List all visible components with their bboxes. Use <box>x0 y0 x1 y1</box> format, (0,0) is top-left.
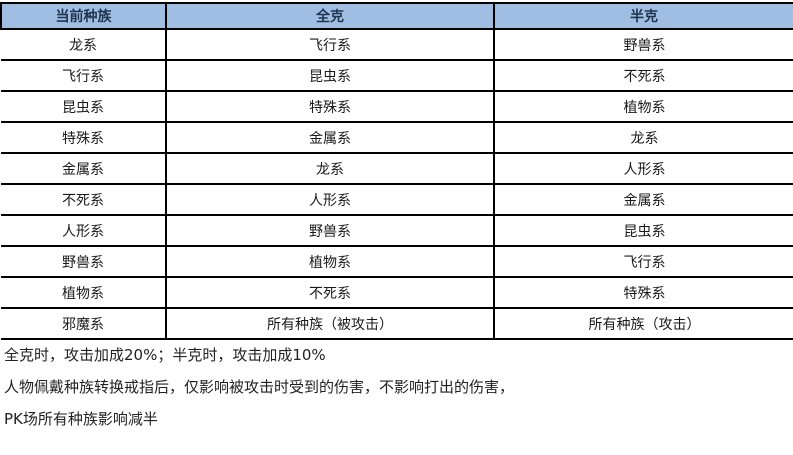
table-row: 人形系 野兽系 昆虫系 <box>1 214 793 247</box>
table-row: 特殊系 金属系 龙系 <box>1 121 793 154</box>
note-ring-effect: 人物佩戴种族转换戒指后，仅影响被攻击时受到的伤害，不影响打出的伤害， <box>4 378 515 396</box>
table-cell: 野兽系 <box>493 28 793 61</box>
table-row: 野兽系 植物系 飞行系 <box>1 245 793 278</box>
table-row: 不死系 人形系 金属系 <box>1 183 793 216</box>
table-cell: 金属系 <box>165 121 494 154</box>
table-cell: 昆虫系 <box>165 59 494 92</box>
table-cell: 昆虫系 <box>493 214 793 247</box>
table-cell: 人形系 <box>493 152 793 185</box>
table-cell: 野兽系 <box>165 214 494 247</box>
footnotes: 全克时，攻击加成20%；半克时，攻击加成10% 人物佩戴种族转换戒指后，仅影响被… <box>0 340 793 427</box>
table-row: 植物系 不死系 特殊系 <box>1 276 793 309</box>
table-cell: 昆虫系 <box>1 90 166 123</box>
table-row: 飞行系 昆虫系 不死系 <box>1 59 793 92</box>
note-attack-bonus: 全克时，攻击加成20%；半克时，攻击加成10% <box>4 346 326 364</box>
column-header-current-race: 当前种族 <box>0 2 167 30</box>
table-cell: 人形系 <box>1 214 166 247</box>
table-cell: 所有种族（攻击） <box>493 307 793 340</box>
table-cell: 飞行系 <box>1 59 166 92</box>
race-counter-table: 当前种族 全克 半克 龙系 飞行系 野兽系 飞行系 昆虫系 不死系 昆虫系 特殊系 植物系 特殊系… <box>0 2 793 340</box>
table-cell: 人形系 <box>165 183 494 216</box>
table-cell: 不死系 <box>165 276 494 309</box>
table-cell: 特殊系 <box>165 90 494 123</box>
table-cell: 所有种族（被攻击） <box>165 307 494 340</box>
table-cell: 野兽系 <box>1 245 166 278</box>
table-cell: 不死系 <box>1 183 166 216</box>
table-row: 邪魔系 所有种族（被攻击） 所有种族（攻击） <box>1 307 793 340</box>
table-cell: 金属系 <box>1 152 166 185</box>
table-cell: 植物系 <box>1 276 166 309</box>
table-cell: 不死系 <box>493 59 793 92</box>
table-row: 金属系 龙系 人形系 <box>1 152 793 185</box>
table-header-row: 当前种族 全克 半克 <box>0 2 793 30</box>
table-body: 龙系 飞行系 野兽系 飞行系 昆虫系 不死系 昆虫系 特殊系 植物系 特殊系 金属系 龙系 金属系 龙系人… <box>1 28 793 340</box>
table-cell: 龙系 <box>493 121 793 154</box>
column-header-full-counter: 全克 <box>165 2 495 30</box>
table-cell: 龙系 <box>1 28 166 61</box>
table-cell: 特殊系 <box>493 276 793 309</box>
table-cell: 邪魔系 <box>1 307 166 340</box>
table-row: 龙系 飞行系 野兽系 <box>1 28 793 61</box>
table-cell: 植物系 <box>165 245 494 278</box>
table-row: 昆虫系 特殊系 植物系 <box>1 90 793 123</box>
table-cell: 特殊系 <box>1 121 166 154</box>
table-cell: 植物系 <box>493 90 793 123</box>
table-cell: 龙系 <box>165 152 494 185</box>
table-cell: 飞行系 <box>493 245 793 278</box>
table-cell: 金属系 <box>493 183 793 216</box>
table-cell: 飞行系 <box>165 28 494 61</box>
note-pk-halved: PK场所有种族影响减半 <box>4 410 158 428</box>
column-header-half-counter: 半克 <box>493 2 793 30</box>
